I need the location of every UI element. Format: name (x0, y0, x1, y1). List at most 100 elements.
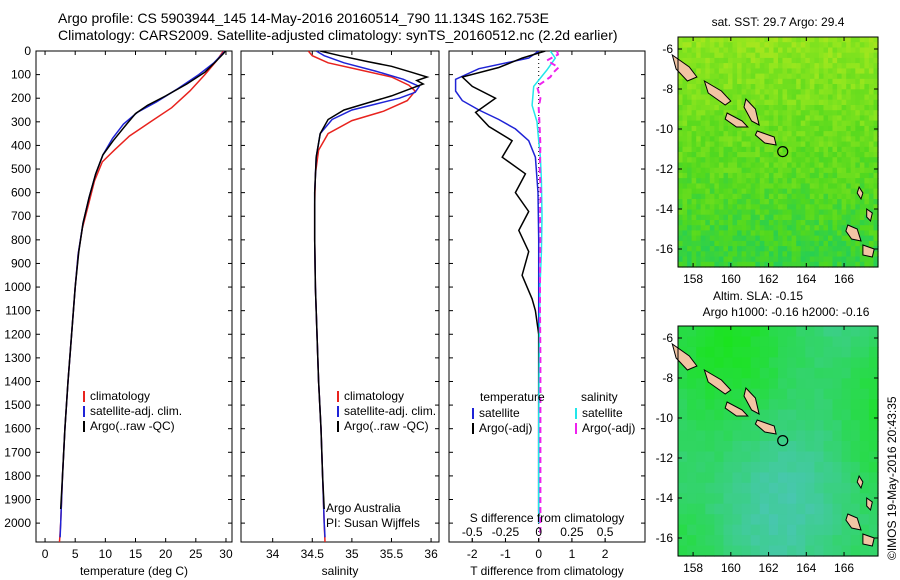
map-cell (841, 378, 852, 390)
map-cell (723, 482, 734, 494)
map-cell (818, 240, 824, 247)
map-cell (855, 261, 861, 268)
map-cell (755, 235, 761, 242)
map-cell (759, 503, 770, 515)
map-cell (832, 378, 843, 390)
map-cell (809, 209, 815, 216)
map-cell (778, 152, 784, 158)
map-cell (846, 105, 852, 111)
map-cell (696, 346, 706, 358)
map-cell (832, 37, 838, 43)
map-cell (723, 89, 729, 96)
map-cell (723, 336, 734, 348)
map-cell (818, 136, 824, 143)
map-cell (828, 214, 834, 221)
map-cell (705, 136, 711, 143)
map-cell (796, 430, 806, 442)
map-cell (814, 125, 820, 132)
map-cell (855, 73, 861, 80)
map-cell (768, 162, 774, 169)
map-cell (787, 110, 793, 116)
map-cell (873, 162, 879, 169)
map-cell (868, 430, 879, 442)
map-cell (814, 261, 820, 268)
map-cell (691, 261, 697, 268)
map-cell (814, 84, 820, 90)
map-cell (832, 68, 838, 75)
map-cell (800, 115, 806, 122)
map-cell (868, 115, 874, 122)
map-cell (796, 99, 802, 106)
map-cell (828, 84, 834, 90)
map-cell (841, 78, 847, 85)
map-cell (805, 225, 811, 231)
legend-label: Argo(-adj) (479, 421, 532, 435)
map-cell (709, 172, 715, 179)
map-cell (778, 524, 788, 536)
map-cell (814, 57, 820, 64)
map-cell (859, 146, 865, 153)
map-cell (682, 52, 688, 59)
map-cell (850, 193, 856, 200)
map-cell (759, 105, 765, 111)
map-cell (687, 193, 693, 200)
map-cell (709, 261, 715, 268)
map-cell (741, 246, 747, 252)
map-cell (841, 256, 847, 263)
map-cell (718, 261, 724, 268)
map-cell (687, 545, 697, 557)
s-tick-label: 0.5 (597, 525, 614, 539)
map-cell (705, 535, 715, 547)
map-cell (714, 209, 720, 216)
map-cell (868, 94, 874, 101)
map-cell (746, 230, 752, 237)
map-cell (814, 157, 820, 163)
map-cell (682, 120, 688, 127)
map-frame (677, 36, 879, 268)
map-cell (814, 120, 820, 127)
map-cell (782, 52, 788, 59)
map-cell (687, 183, 693, 190)
annotation-text: PI: Susan Wijffels (326, 516, 420, 530)
map-cell (850, 188, 856, 195)
map-cell (723, 42, 729, 48)
map-cell (723, 172, 729, 179)
map-cell (787, 545, 797, 557)
annotation-text: Argo Australia (326, 501, 401, 515)
map-cell (728, 99, 734, 106)
map-cell (682, 157, 688, 163)
map-cell (796, 78, 802, 85)
map-cell (850, 472, 861, 484)
map-cell (718, 105, 724, 111)
map-cell (841, 204, 847, 211)
map-cell (678, 120, 684, 127)
map-cell (678, 235, 684, 242)
map-cell (782, 261, 788, 268)
map-cell (714, 110, 720, 116)
map-cell (678, 230, 684, 237)
map-cell (868, 225, 874, 231)
map-cell (768, 214, 774, 221)
map-cell (809, 47, 815, 54)
map-cell (800, 68, 806, 75)
map-cell (687, 37, 693, 43)
map-cell (778, 472, 788, 484)
map-cell (841, 183, 847, 190)
map-cell (791, 73, 797, 80)
map-cell (700, 178, 706, 184)
map-cell (868, 99, 874, 106)
map-cell (682, 172, 688, 179)
map-cell (809, 120, 815, 127)
map-cell (832, 472, 843, 484)
map-cell (805, 357, 815, 369)
map-cell (768, 461, 779, 473)
map-cell (832, 42, 838, 48)
map-cell (778, 451, 788, 463)
map-cell (787, 115, 793, 122)
map-cell (700, 84, 706, 90)
map-cell (832, 183, 838, 190)
map-cell (859, 209, 865, 216)
map-cell (759, 357, 770, 369)
map-cell (778, 167, 784, 174)
map-cell (868, 131, 874, 137)
